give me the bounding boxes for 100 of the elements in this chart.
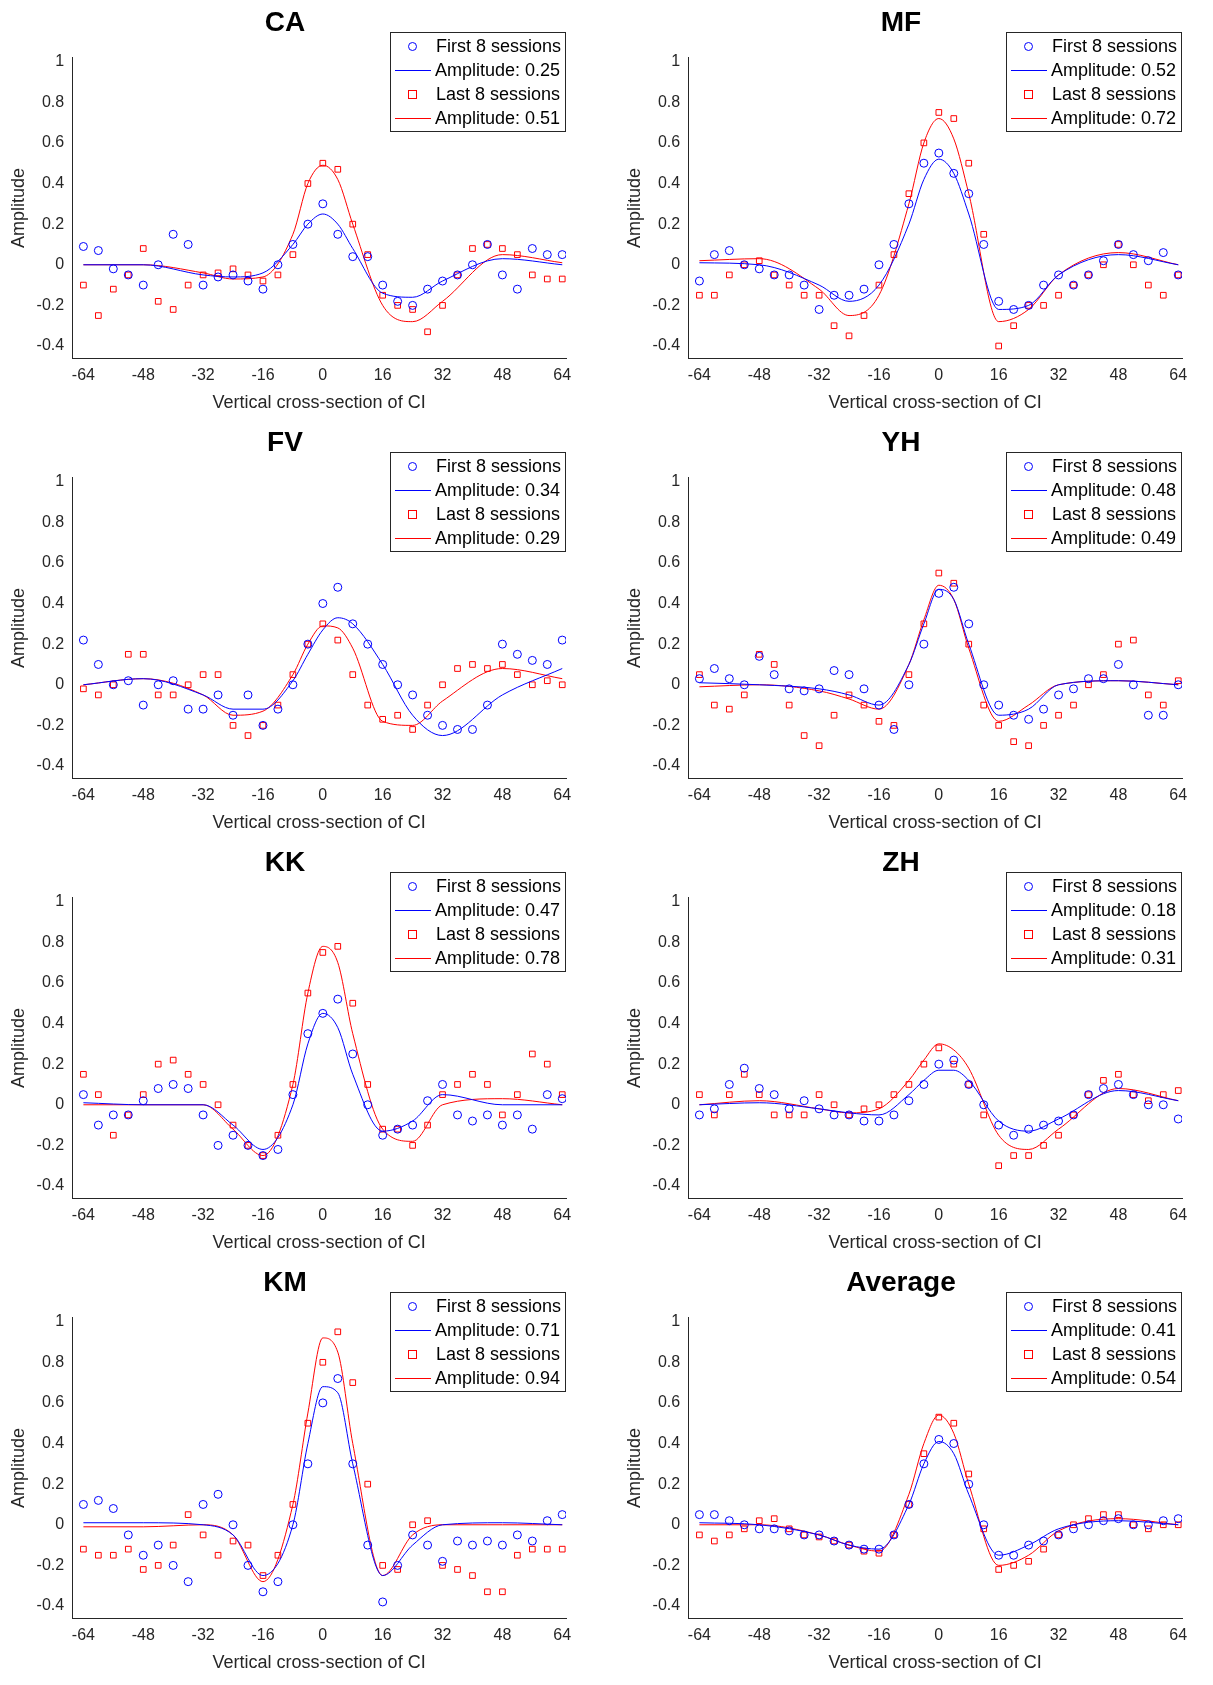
y-tick-label: -0.2 (36, 295, 65, 313)
x-tick-label: 0 (934, 1626, 944, 1644)
x-tick-label: 48 (493, 1626, 512, 1644)
chart-title: YH (881, 425, 921, 457)
legend-label: Last 8 sessions (435, 923, 561, 944)
x-tick-label: 48 (493, 366, 512, 384)
y-tick-label: 0.6 (657, 1393, 681, 1411)
x-tick-label: 16 (989, 366, 1008, 384)
legend-label: Amplitude: 0.51 (434, 107, 561, 128)
legend-label: Amplitude: 0.52 (1050, 59, 1177, 80)
x-tick-label: 32 (433, 1626, 452, 1644)
legend-label: Amplitude: 0.29 (434, 527, 561, 548)
x-tick-label: -32 (191, 786, 215, 804)
y-tick-label: 0 (55, 255, 65, 273)
x-tick-label: 48 (493, 1206, 512, 1224)
y-axis-title: Amplitude (623, 167, 644, 248)
x-tick-label: -16 (867, 366, 891, 384)
y-tick-label: 0.6 (41, 1393, 65, 1411)
y-tick-label: 0.6 (657, 133, 681, 151)
chart-title: Average (846, 1265, 956, 1297)
x-tick-label: 64 (1169, 786, 1188, 804)
y-axis-title: Amplitude (623, 1007, 644, 1088)
x-tick-label: -48 (131, 786, 155, 804)
legend-label: Last 8 sessions (1051, 1343, 1177, 1364)
y-tick-label: 0.2 (41, 634, 65, 652)
y-tick-label: 0.8 (41, 92, 65, 110)
chart-title: KM (263, 1265, 307, 1297)
legend-label: Last 8 sessions (435, 1343, 561, 1364)
x-tick-label: -32 (807, 1206, 831, 1224)
y-tick-label: 0.4 (41, 173, 65, 191)
y-tick-label: 0.4 (657, 1013, 681, 1031)
y-tick-label: 0.8 (41, 512, 65, 530)
y-axis-title: Amplitude (7, 1007, 28, 1088)
x-axis-title: Vertical cross-section of CI (828, 812, 1042, 833)
x-axis-title: Vertical cross-section of CI (828, 1232, 1042, 1253)
x-tick-label: 16 (989, 786, 1008, 804)
y-tick-label: 1 (671, 472, 681, 490)
x-axis-title: Vertical cross-section of CI (828, 1652, 1042, 1673)
x-tick-label: 48 (1109, 1206, 1128, 1224)
y-tick-label: 0.4 (41, 1013, 65, 1031)
legend-label: First 8 sessions (435, 455, 561, 476)
y-tick-label: 0.4 (657, 593, 681, 611)
y-tick-label: -0.4 (36, 1596, 65, 1614)
y-axis-title: Amplitude (7, 1427, 28, 1508)
chart-title: CA (264, 5, 306, 37)
y-tick-label: 0.8 (657, 512, 681, 530)
legend-label: First 8 sessions (435, 875, 561, 896)
x-tick-label: -48 (131, 366, 155, 384)
legend-label: Amplitude: 0.78 (434, 947, 561, 968)
x-tick-label: -64 (687, 366, 712, 384)
y-tick-label: -0.2 (36, 715, 65, 733)
y-tick-label: 0.6 (41, 133, 65, 151)
y-tick-label: 0.2 (41, 1054, 65, 1072)
x-tick-label: -16 (251, 366, 275, 384)
y-tick-label: -0.2 (652, 715, 681, 733)
y-tick-label: 0.2 (41, 1474, 65, 1492)
legend-label: Amplitude: 0.18 (1050, 899, 1177, 920)
x-tick-label: 64 (553, 1206, 572, 1224)
x-tick-label: -32 (191, 1206, 215, 1224)
y-tick-label: 0 (55, 675, 65, 693)
legend-label: Amplitude: 0.72 (1050, 107, 1177, 128)
legend-label: First 8 sessions (1051, 1295, 1177, 1316)
y-tick-label: 1 (671, 892, 681, 910)
y-tick-label: 0.2 (657, 634, 681, 652)
y-tick-label: 0.8 (657, 1352, 681, 1370)
x-tick-label: 16 (989, 1206, 1008, 1224)
x-tick-label: -64 (687, 786, 712, 804)
x-tick-label: 32 (1049, 1206, 1068, 1224)
y-tick-label: 1 (55, 52, 65, 70)
x-tick-label: 16 (989, 1626, 1008, 1644)
y-tick-label: 0.2 (41, 214, 65, 232)
y-tick-label: 0.6 (657, 973, 681, 991)
x-tick-label: -48 (131, 1206, 155, 1224)
chart-title: FV (267, 425, 304, 457)
y-tick-label: 0.4 (41, 1433, 65, 1451)
x-tick-label: 32 (433, 1206, 452, 1224)
y-tick-label: 0.8 (657, 932, 681, 950)
y-tick-label: -0.2 (36, 1135, 65, 1153)
y-axis-title: Amplitude (623, 587, 644, 668)
x-tick-label: -16 (251, 1626, 275, 1644)
legend-label: Last 8 sessions (1051, 83, 1177, 104)
y-tick-label: 0.6 (41, 553, 65, 571)
x-tick-label: 64 (553, 366, 572, 384)
x-tick-label: -64 (71, 1626, 96, 1644)
x-tick-label: 0 (318, 1626, 328, 1644)
x-axis-title: Vertical cross-section of CI (212, 812, 426, 833)
y-tick-label: 0.8 (41, 1352, 65, 1370)
x-tick-label: -48 (747, 1206, 771, 1224)
legend-label: Amplitude: 0.94 (434, 1367, 561, 1388)
x-tick-label: 64 (1169, 366, 1188, 384)
x-tick-label: 32 (433, 366, 452, 384)
x-tick-label: -32 (191, 1626, 215, 1644)
x-tick-label: 64 (1169, 1206, 1188, 1224)
x-axis-title: Vertical cross-section of CI (828, 392, 1042, 413)
y-tick-label: -0.4 (36, 336, 65, 354)
x-axis-title: Vertical cross-section of CI (212, 392, 426, 413)
x-tick-label: 0 (318, 786, 328, 804)
y-axis-title: Amplitude (623, 1427, 644, 1508)
y-tick-label: 0 (671, 675, 681, 693)
legend-label: Amplitude: 0.48 (1050, 479, 1177, 500)
